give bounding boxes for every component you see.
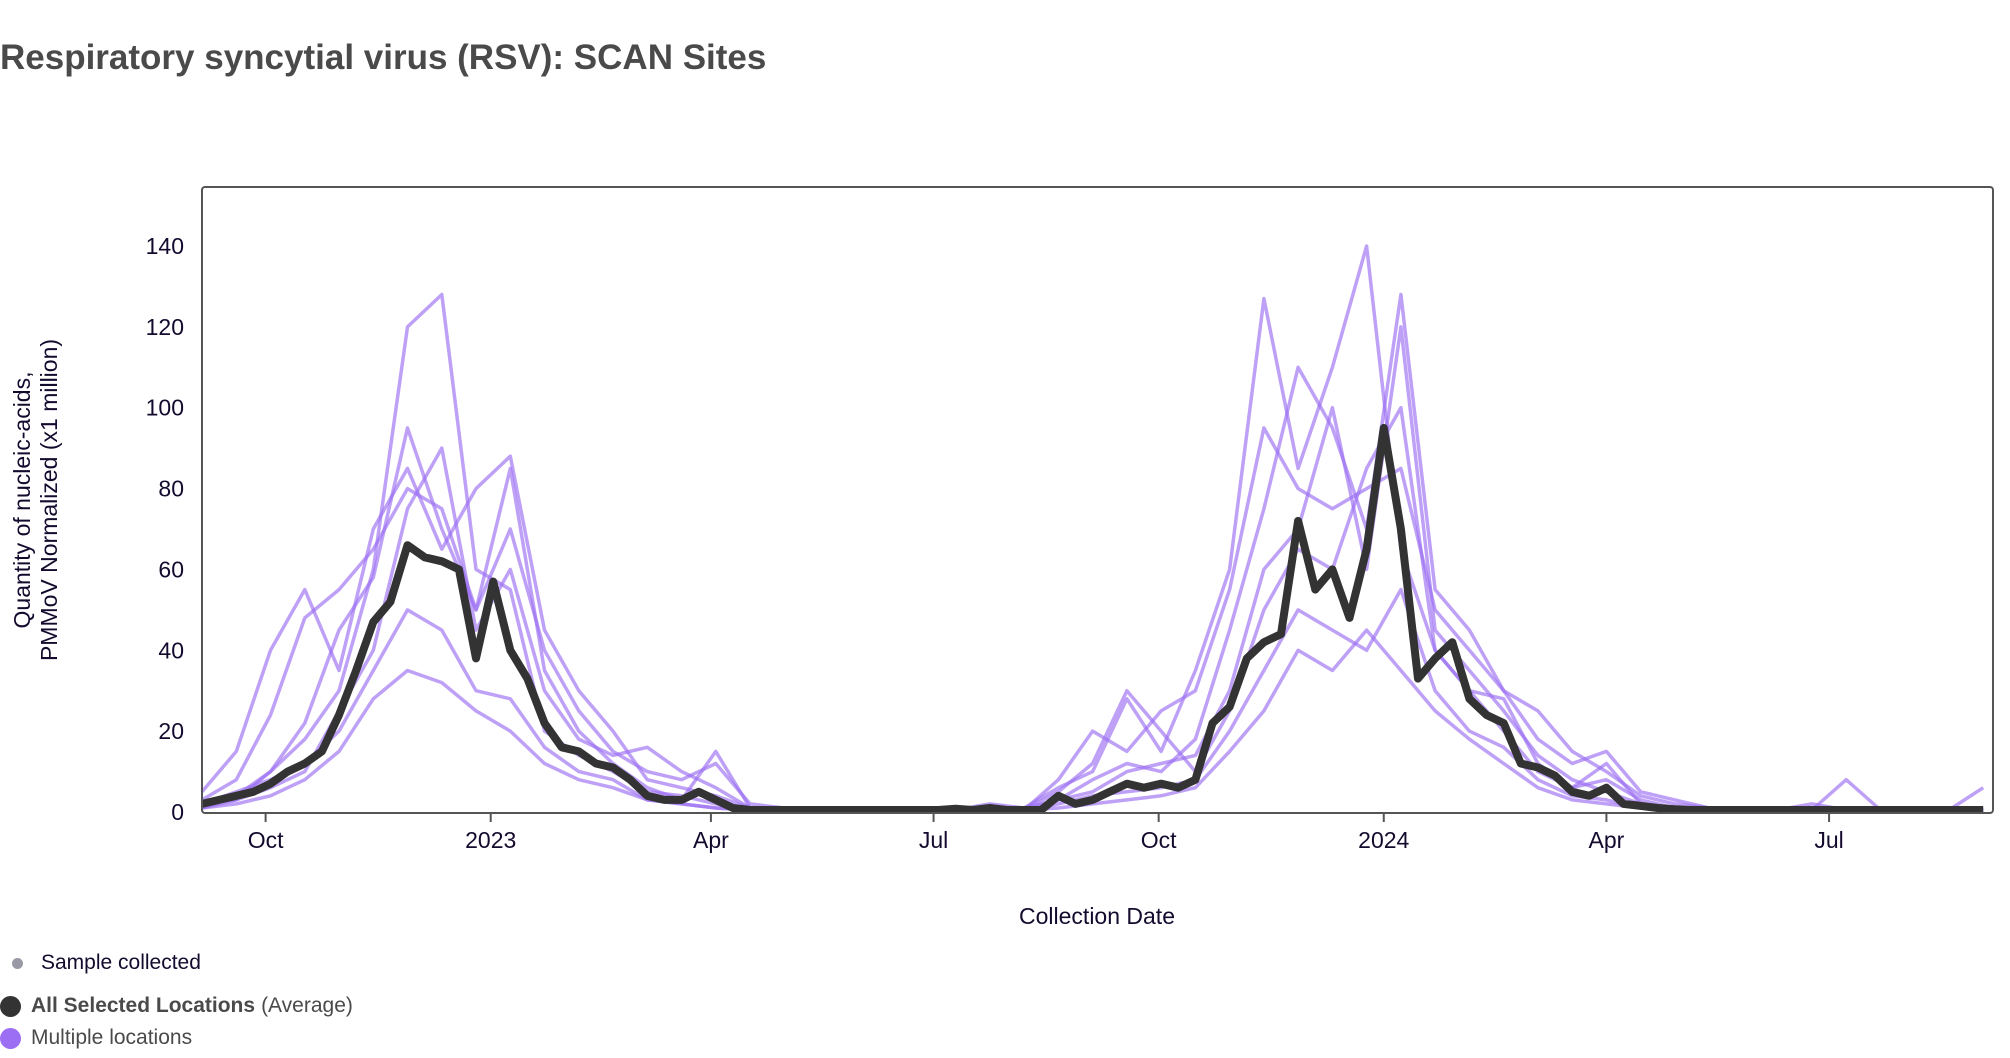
y-tick-label: 20 bbox=[158, 718, 184, 744]
chart-title: Respiratory syncytial virus (RSV): SCAN … bbox=[0, 38, 767, 77]
legend-sample-collected: Sample collected bbox=[12, 951, 201, 975]
legend-sample-label: Sample collected bbox=[41, 951, 201, 974]
y-axis-label-line1: Quantity of nucleic-acids, bbox=[9, 372, 35, 629]
y-axis-label-line2: PMMoV Normalized (x1 million) bbox=[36, 339, 62, 661]
locations-dot-icon bbox=[0, 1027, 21, 1049]
location-line-6[interactable] bbox=[201, 628, 1984, 812]
y-tick-label: 40 bbox=[158, 637, 184, 663]
x-tick-label: 2024 bbox=[1358, 827, 1409, 853]
location-line-2[interactable] bbox=[201, 292, 1985, 812]
y-axis-label: Quantity of nucleic-acids, PMMoV Normali… bbox=[9, 339, 62, 661]
y-tick-label: 100 bbox=[146, 395, 184, 421]
x-tick-label: Oct bbox=[1141, 827, 1177, 853]
legend-average-suffix: (Average) bbox=[261, 994, 353, 1017]
location-lines bbox=[200, 244, 1985, 812]
x-tick-label: 2023 bbox=[465, 827, 516, 853]
x-tick-label: Jul bbox=[919, 827, 948, 853]
y-tick-label: 80 bbox=[158, 476, 184, 502]
x-tick-label: Apr bbox=[693, 827, 729, 853]
y-tick-label: 120 bbox=[146, 314, 184, 340]
plot-frame bbox=[201, 186, 1994, 814]
legend-average[interactable]: All Selected Locations (Average) bbox=[0, 994, 353, 1018]
y-tick-label: 0 bbox=[171, 799, 184, 825]
legend-average-label: All Selected Locations bbox=[31, 994, 256, 1017]
x-axis-label: Collection Date bbox=[1019, 903, 1175, 929]
x-tick-label: Jul bbox=[1814, 827, 1843, 853]
x-tick-label: Apr bbox=[1589, 827, 1625, 853]
average-line[interactable] bbox=[201, 423, 1984, 814]
legend-multiple-locations[interactable]: Multiple locations bbox=[0, 1026, 192, 1050]
y-tick-label: 140 bbox=[146, 233, 184, 259]
location-line-7[interactable] bbox=[200, 426, 1984, 812]
sample-dot-icon bbox=[12, 957, 23, 969]
y-tick-label: 60 bbox=[158, 556, 184, 582]
x-tick-label: Oct bbox=[248, 827, 284, 853]
legend-locations-label: Multiple locations bbox=[31, 1026, 193, 1049]
average-line-layer bbox=[201, 423, 1984, 814]
y-axis-ticks: 0 20 40 60 80 100 120 140 bbox=[146, 233, 184, 825]
average-dot-icon bbox=[0, 995, 21, 1017]
x-axis-ticks: Oct 2023 Apr Jul Oct 2024 Apr Jul bbox=[248, 813, 1844, 853]
